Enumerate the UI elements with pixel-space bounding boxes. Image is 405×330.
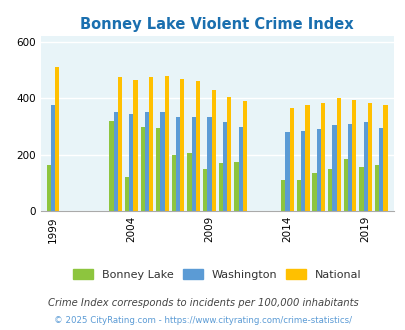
Bar (160, 113, 164, 211)
Bar (351, 100, 356, 211)
Bar (305, 105, 309, 211)
Text: © 2025 CityRating.com - https://www.cityrating.com/crime-statistics/: © 2025 CityRating.com - https://www.city… (54, 316, 351, 325)
Bar (145, 113, 149, 211)
Bar (343, 159, 347, 211)
Bar (285, 132, 289, 211)
Bar (332, 125, 336, 211)
Bar (187, 153, 191, 211)
Bar (226, 97, 231, 211)
Bar (312, 173, 316, 211)
Bar (171, 155, 176, 211)
Bar (218, 163, 222, 211)
Bar (367, 103, 371, 211)
Bar (180, 79, 184, 211)
Bar (195, 82, 200, 211)
Bar (207, 117, 211, 211)
Bar (129, 114, 133, 211)
Bar (133, 80, 137, 211)
Bar (191, 117, 195, 211)
Bar (234, 162, 238, 211)
Bar (281, 180, 285, 211)
Bar (289, 108, 293, 211)
Bar (51, 105, 55, 211)
Bar (222, 122, 226, 211)
Bar (238, 127, 242, 211)
Bar (242, 101, 246, 211)
Title: Bonney Lake Violent Crime Index: Bonney Lake Violent Crime Index (80, 17, 353, 32)
Bar (176, 117, 180, 211)
Bar (374, 165, 378, 211)
Bar (202, 169, 207, 211)
Bar (113, 113, 117, 211)
Bar (301, 131, 305, 211)
Text: Crime Index corresponds to incidents per 100,000 inhabitants: Crime Index corresponds to incidents per… (47, 298, 358, 308)
Bar (164, 76, 168, 211)
Bar (117, 77, 121, 211)
Bar (156, 128, 160, 211)
Bar (149, 77, 153, 211)
Bar (47, 165, 51, 211)
Legend: Bonney Lake, Washington, National: Bonney Lake, Washington, National (70, 266, 364, 283)
Bar (358, 167, 363, 211)
Bar (316, 129, 320, 211)
Bar (378, 128, 382, 211)
Bar (363, 122, 367, 211)
Bar (140, 127, 145, 211)
Bar (125, 177, 129, 211)
Bar (211, 90, 215, 211)
Bar (320, 103, 324, 211)
Bar (382, 105, 387, 211)
Bar (347, 124, 351, 211)
Bar (336, 98, 340, 211)
Bar (327, 169, 332, 211)
Bar (109, 121, 113, 211)
Bar (55, 67, 59, 211)
Bar (296, 180, 301, 211)
